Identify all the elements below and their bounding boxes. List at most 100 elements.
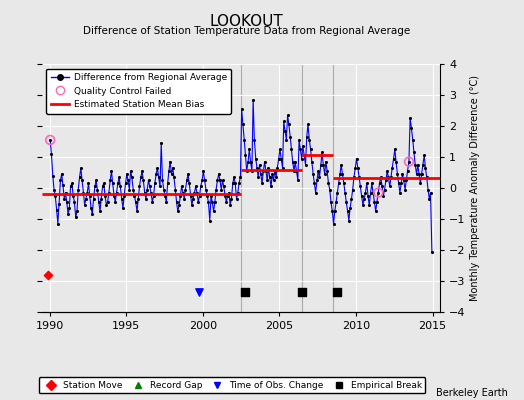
Point <box>50 186 58 193</box>
Point <box>132 199 140 205</box>
Point <box>102 202 111 208</box>
Point <box>170 174 178 180</box>
Point <box>67 183 75 190</box>
Point <box>155 174 163 180</box>
Point <box>122 180 130 186</box>
Point <box>302 134 311 140</box>
Point <box>72 214 80 221</box>
Point <box>397 180 406 186</box>
Point <box>281 128 289 134</box>
Point <box>205 217 214 224</box>
Point <box>318 149 326 156</box>
Point <box>239 121 247 128</box>
Point <box>227 196 236 202</box>
Point <box>221 192 230 199</box>
Point <box>293 177 302 184</box>
Point <box>299 143 307 149</box>
Point <box>295 137 303 143</box>
Point <box>107 168 116 174</box>
Point <box>393 171 401 177</box>
Point <box>401 186 409 193</box>
Point <box>368 180 376 186</box>
Point <box>200 177 209 184</box>
Point <box>99 183 107 190</box>
Point <box>261 168 270 174</box>
Point <box>250 137 258 143</box>
Point <box>61 190 70 196</box>
Point <box>405 158 413 165</box>
Point <box>208 199 216 205</box>
Point <box>93 186 102 193</box>
Point <box>413 162 422 168</box>
Point <box>81 202 89 208</box>
Point <box>181 186 190 193</box>
Point <box>49 172 57 179</box>
Point <box>396 190 404 196</box>
Point <box>291 158 299 165</box>
Point <box>411 162 419 168</box>
Point <box>327 199 335 205</box>
Point <box>289 158 297 165</box>
Point <box>267 183 275 190</box>
Point <box>219 177 227 184</box>
Point <box>316 162 325 168</box>
Point <box>375 180 384 186</box>
Point <box>225 190 233 196</box>
Point <box>360 196 368 202</box>
Point <box>184 171 192 177</box>
Point <box>398 171 407 177</box>
Point <box>75 174 84 180</box>
Point <box>403 168 412 174</box>
Point <box>410 149 418 156</box>
Point <box>379 192 388 199</box>
Point <box>321 171 329 177</box>
Point <box>158 177 167 184</box>
Point <box>62 199 71 205</box>
Point <box>178 183 186 190</box>
Point <box>195 192 204 199</box>
Point <box>117 196 126 202</box>
Point <box>211 199 219 205</box>
Point <box>374 190 383 196</box>
Point <box>407 124 416 131</box>
Point <box>334 180 343 186</box>
Point <box>179 190 187 196</box>
Point <box>387 174 395 180</box>
Point <box>115 174 123 180</box>
Point <box>185 180 193 186</box>
Point <box>244 158 252 165</box>
Point <box>214 171 223 177</box>
Point <box>190 190 199 196</box>
Point <box>135 183 144 190</box>
Point <box>392 158 400 165</box>
Point <box>341 190 349 196</box>
Point <box>53 220 62 227</box>
Legend: Difference from Regional Average, Quality Control Failed, Estimated Station Mean: Difference from Regional Average, Qualit… <box>47 68 231 114</box>
Point <box>46 137 54 143</box>
Point <box>111 199 119 205</box>
Point <box>322 158 330 165</box>
Point <box>347 196 356 202</box>
Point <box>105 190 113 196</box>
Point <box>269 177 278 184</box>
Point <box>254 174 263 180</box>
Point <box>395 180 403 186</box>
Point <box>157 140 166 146</box>
Point <box>245 146 254 152</box>
Point <box>420 152 429 159</box>
Point <box>141 196 150 202</box>
Point <box>278 165 287 171</box>
Point <box>421 165 430 171</box>
Point <box>147 190 155 196</box>
Text: Berkeley Earth: Berkeley Earth <box>436 388 508 398</box>
Point <box>173 208 182 214</box>
Point <box>348 186 357 193</box>
Point <box>296 146 304 152</box>
Point <box>169 165 177 171</box>
Point <box>82 196 90 202</box>
Point <box>416 180 424 186</box>
Point <box>230 174 238 180</box>
Point <box>374 190 383 196</box>
Point <box>380 186 389 193</box>
Point <box>187 192 195 199</box>
